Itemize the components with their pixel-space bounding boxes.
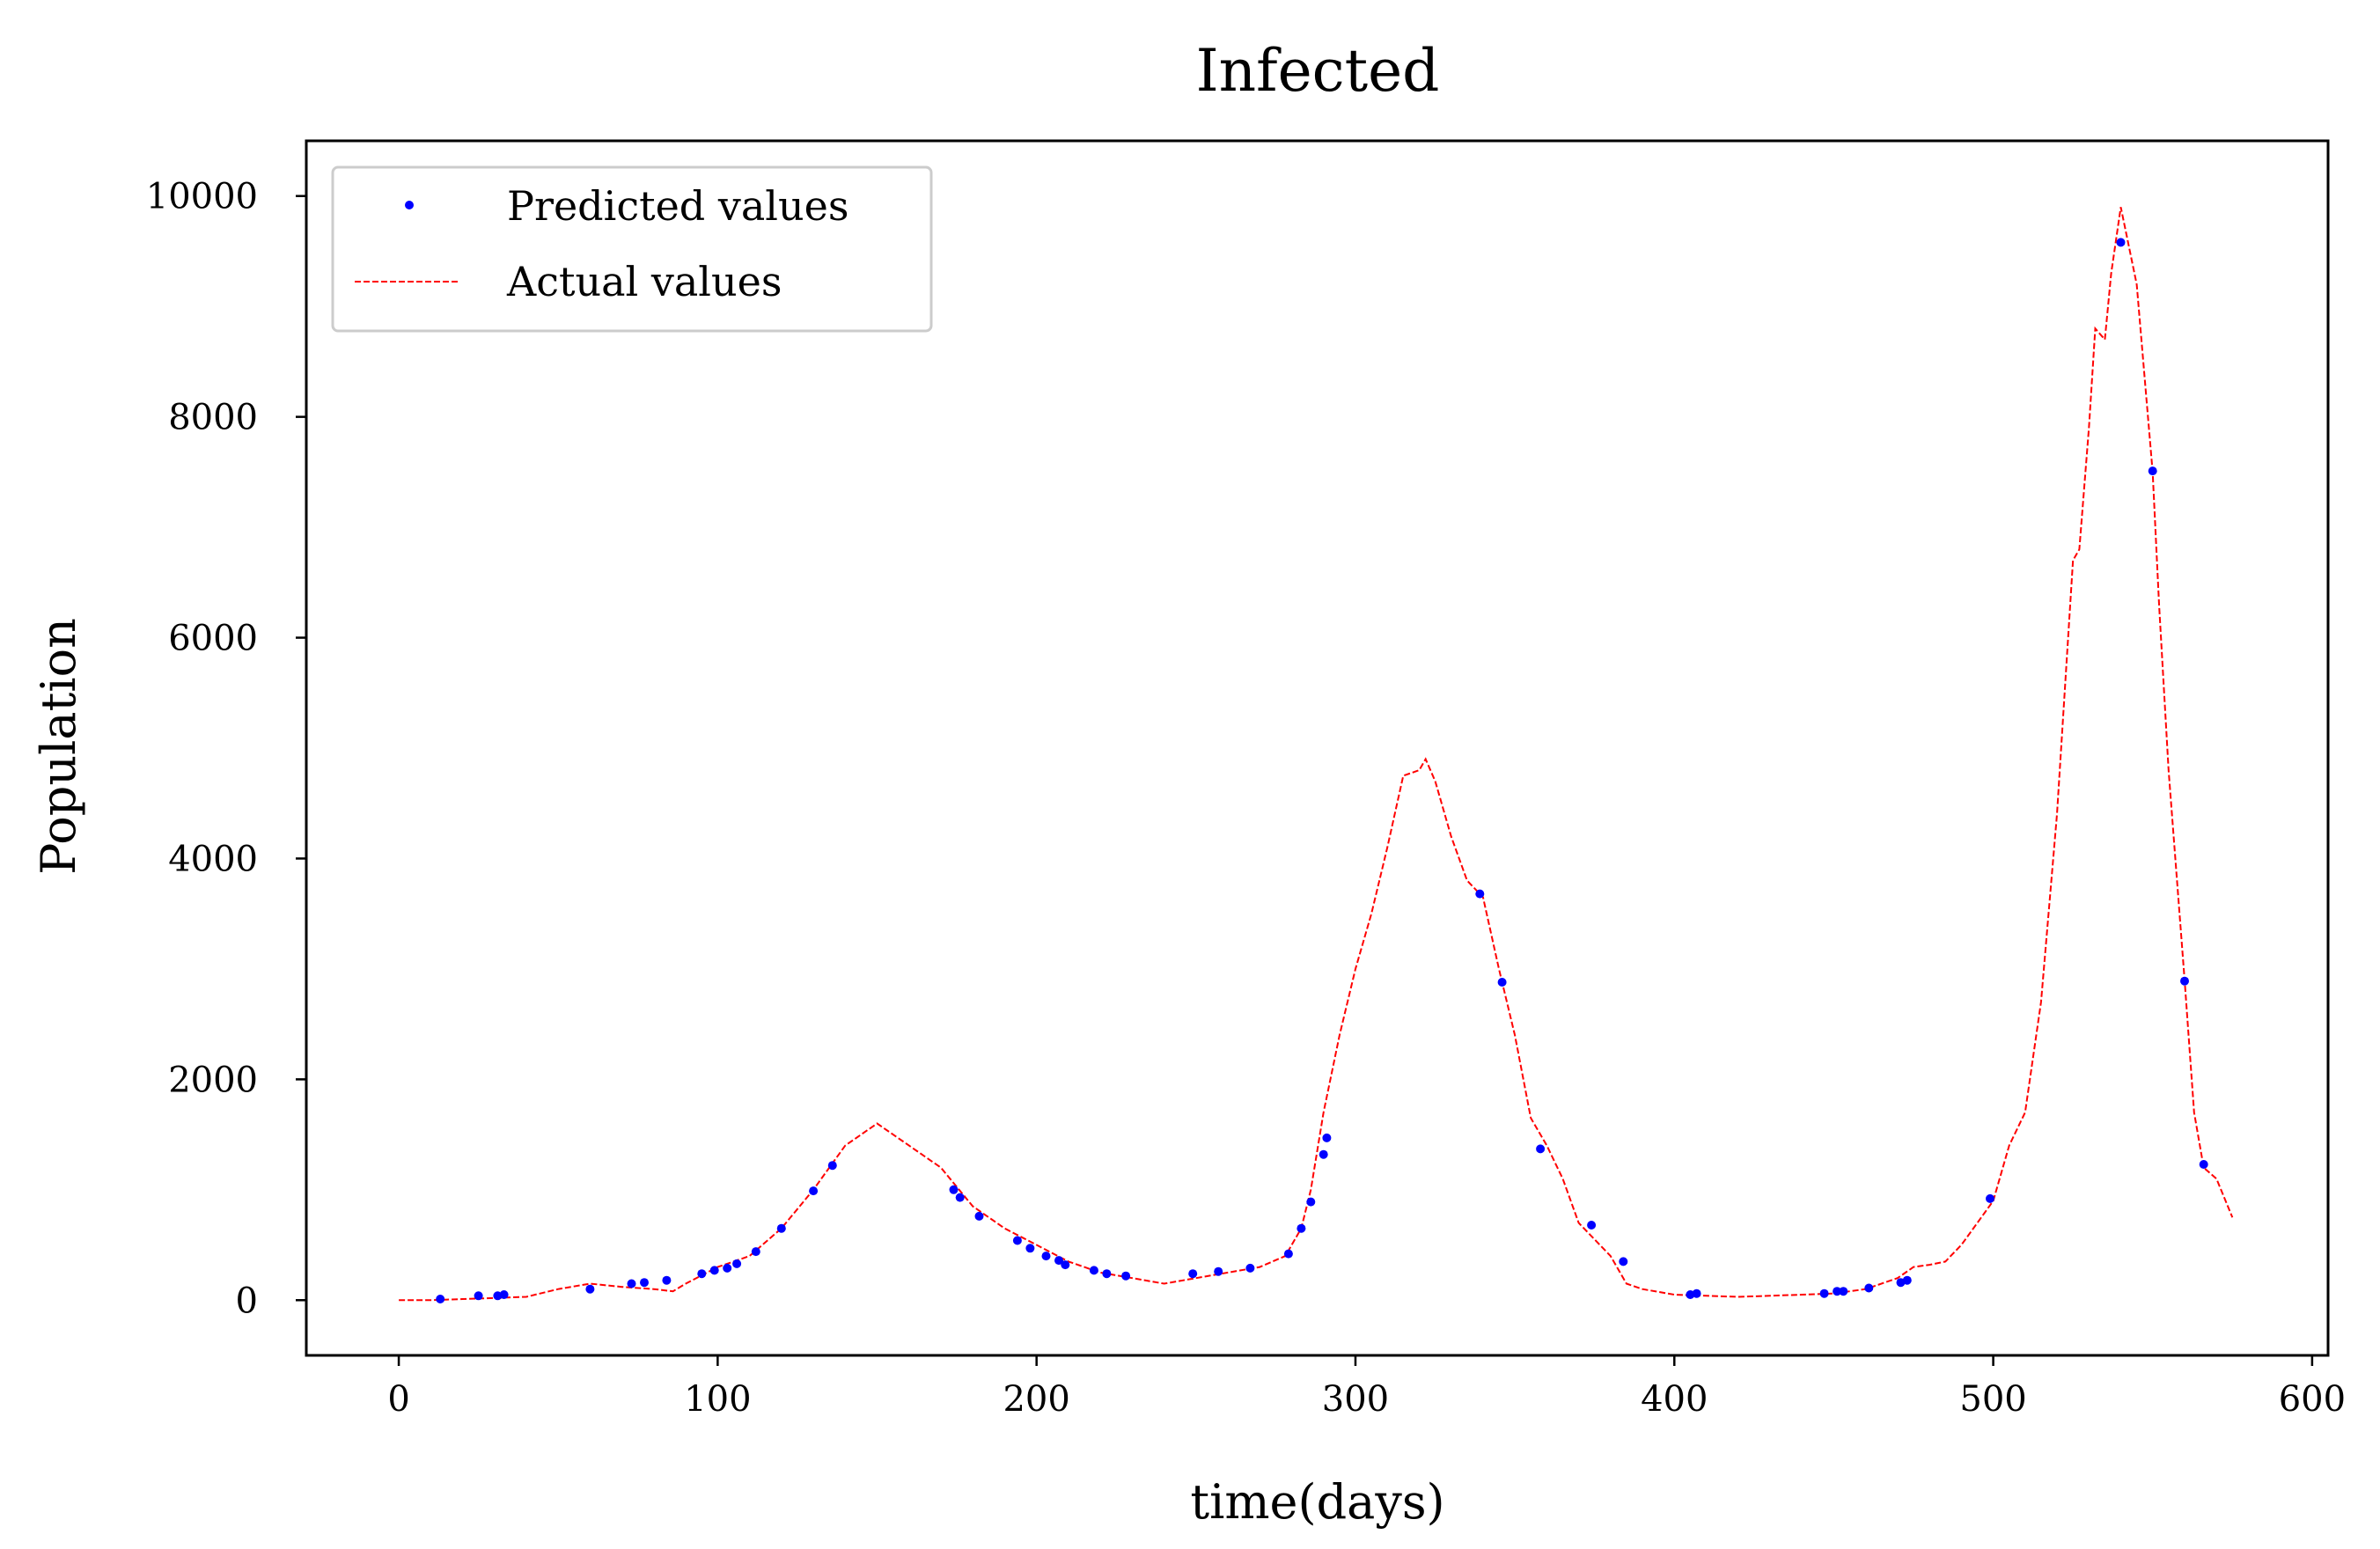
predicted-point <box>776 1223 786 1233</box>
predicted-point <box>723 1263 732 1273</box>
predicted-point <box>2116 238 2126 247</box>
chart-title: Infected <box>1196 37 1440 105</box>
predicted-point <box>955 1193 965 1202</box>
x-axis-label: time(days) <box>1190 1474 1444 1530</box>
predicted-point <box>732 1259 742 1268</box>
predicted-point <box>751 1247 760 1257</box>
predicted-point <box>1864 1283 1874 1293</box>
y-tick-label: 0 <box>236 1281 258 1321</box>
predicted-point <box>1819 1288 1829 1298</box>
plot-area <box>399 207 2234 1303</box>
y-tick-label: 6000 <box>168 619 258 659</box>
y-tick-label: 10000 <box>146 177 258 217</box>
axes: 0 100 200 300 400 500 600020004000600080001000… <box>146 139 2346 1420</box>
x-tick-label: 200 <box>1003 1379 1069 1420</box>
y-tick-label: 4000 <box>168 839 258 879</box>
x-tick-label: 300 <box>1322 1379 1389 1420</box>
predicted-point <box>1025 1244 1035 1253</box>
predicted-point <box>627 1279 636 1288</box>
predicted-point <box>2148 466 2157 476</box>
predicted-point <box>1188 1269 1198 1279</box>
predicted-point <box>1306 1197 1316 1207</box>
predicted-point <box>2199 1160 2208 1169</box>
predicted-point <box>1061 1260 1070 1270</box>
x-tick-label: 0 <box>387 1379 409 1420</box>
y-tick-label: 2000 <box>168 1060 258 1100</box>
predicted-point <box>1102 1269 1112 1279</box>
legend-predicted-marker <box>405 201 414 209</box>
predicted-point <box>1833 1287 1842 1296</box>
predicted-point <box>949 1185 959 1194</box>
predicted-point <box>499 1290 509 1299</box>
predicted-point <box>709 1266 719 1275</box>
predicted-point <box>585 1284 595 1294</box>
predicted-point <box>1297 1223 1306 1233</box>
legend: Predicted values Actual values <box>331 165 933 333</box>
legend-actual-label: Actual values <box>506 258 782 305</box>
predicted-point <box>1054 1256 1063 1266</box>
legend-box <box>331 165 933 333</box>
y-axis-label: Population <box>31 618 86 875</box>
predicted-point <box>974 1211 984 1221</box>
predicted-point <box>1839 1287 1848 1296</box>
predicted-point <box>1283 1249 1293 1259</box>
predicted-point <box>1041 1252 1051 1261</box>
x-tick-label: 600 <box>2279 1379 2346 1420</box>
x-tick-label: 100 <box>684 1379 751 1420</box>
predicted-point <box>640 1278 649 1288</box>
predicted-point <box>1214 1266 1223 1276</box>
predicted-point <box>662 1275 672 1285</box>
predicted-point <box>1121 1271 1131 1281</box>
predicted-point <box>1536 1144 1546 1154</box>
predicted-point <box>827 1161 837 1171</box>
actual-values-line <box>399 207 2234 1302</box>
predicted-point <box>1319 1149 1328 1159</box>
predicted-point <box>2180 976 2189 986</box>
predicted-point <box>809 1186 819 1196</box>
predicted-point <box>1475 889 1485 899</box>
plot-frame <box>305 139 2330 1357</box>
predicted-point <box>1322 1133 1332 1142</box>
x-tick-label: 400 <box>1641 1379 1708 1420</box>
predicted-point <box>1692 1288 1701 1298</box>
predicted-point <box>1902 1275 1912 1285</box>
predicted-point <box>1619 1257 1628 1266</box>
legend-predicted-label: Predicted values <box>507 182 848 230</box>
predicted-point <box>697 1269 707 1279</box>
predicted-point <box>1587 1221 1597 1230</box>
predicted-point <box>1245 1263 1255 1273</box>
x-tick-label: 500 <box>1959 1379 2026 1420</box>
predicted-point <box>1497 978 1507 987</box>
predicted-point <box>474 1291 483 1301</box>
predicted-point <box>1986 1193 1994 1203</box>
predicted-point <box>1012 1236 1022 1245</box>
predicted-point <box>436 1295 445 1303</box>
predicted-point <box>1089 1266 1098 1275</box>
y-tick-label: 8000 <box>168 398 258 438</box>
